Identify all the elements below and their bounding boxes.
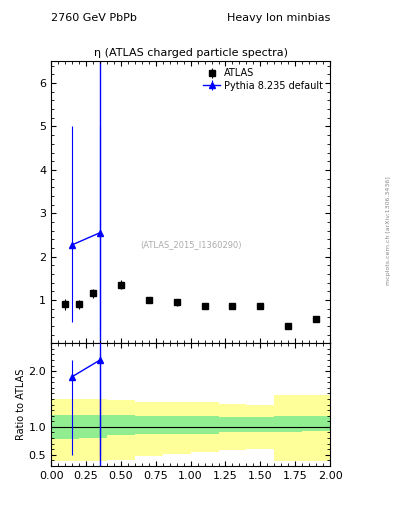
Text: Heavy Ion minbias: Heavy Ion minbias (227, 13, 330, 23)
Text: (ATLAS_2015_I1360290): (ATLAS_2015_I1360290) (140, 240, 241, 249)
Text: 2760 GeV PbPb: 2760 GeV PbPb (51, 13, 137, 23)
Title: η (ATLAS charged particle spectra): η (ATLAS charged particle spectra) (94, 48, 288, 58)
Y-axis label: Ratio to ATLAS: Ratio to ATLAS (16, 369, 26, 440)
Text: mcplots.cern.ch [arXiv:1306.3436]: mcplots.cern.ch [arXiv:1306.3436] (386, 176, 391, 285)
Legend: ATLAS, Pythia 8.235 default: ATLAS, Pythia 8.235 default (201, 66, 325, 93)
